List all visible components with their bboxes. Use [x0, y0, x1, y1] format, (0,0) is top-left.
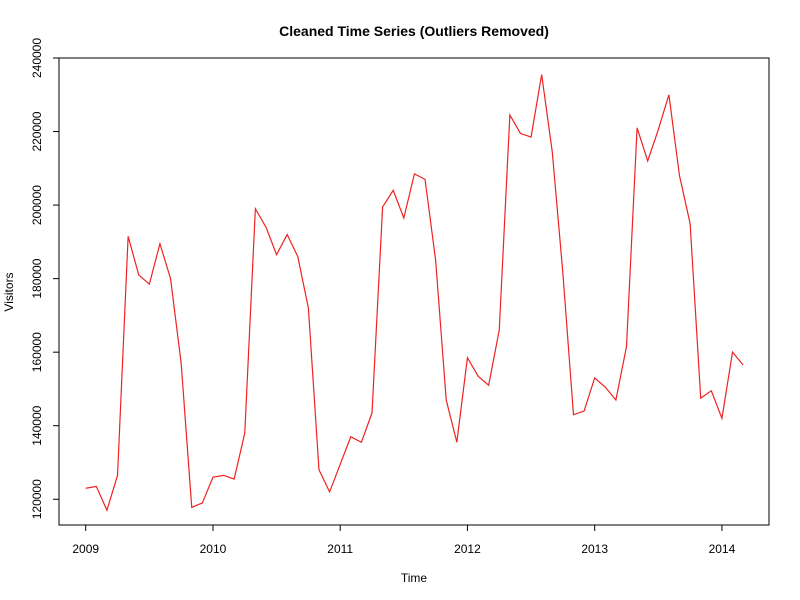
series-layer — [85, 74, 744, 513]
y-tick-label: 140000 — [30, 405, 44, 445]
x-tick-label: 2010 — [200, 542, 227, 556]
y-tick-label: 120000 — [30, 479, 44, 519]
y-tick-label: 180000 — [30, 258, 44, 298]
y-tick-label: 220000 — [30, 111, 44, 151]
chart-title: Cleaned Time Series (Outliers Removed) — [279, 23, 549, 39]
x-axis-label: Time — [401, 571, 428, 585]
plot-frame — [58, 57, 770, 526]
x-tick-label: 2012 — [454, 542, 481, 556]
x-tick-label: 2013 — [581, 542, 608, 556]
x-axis: 2009 2010 2011 2012 2013 2014 — [72, 525, 736, 556]
y-axis-label: Visitors — [2, 272, 16, 311]
series-line-visitors — [85, 74, 744, 513]
x-tick-label: 2014 — [709, 542, 736, 556]
y-axis: 120000 140000 160000 180000 200000 220000 2400… — [30, 38, 59, 519]
y-tick-label: 240000 — [30, 38, 44, 78]
y-tick-label: 200000 — [30, 185, 44, 225]
x-tick-label: 2011 — [327, 542, 353, 556]
y-tick-label: 160000 — [30, 332, 44, 372]
x-tick-label: 2009 — [72, 542, 99, 556]
